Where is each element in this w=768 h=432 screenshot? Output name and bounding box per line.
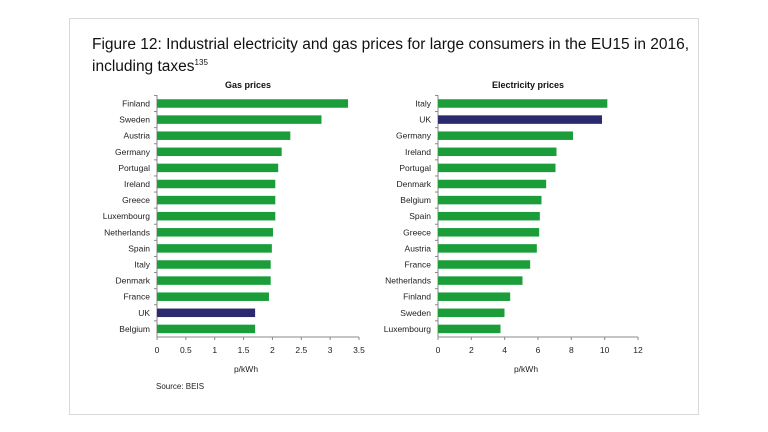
category-label: Italy: [415, 99, 431, 109]
category-label: Spain: [409, 211, 431, 221]
x-tick-label: 2: [469, 345, 474, 355]
category-label: Austria: [124, 131, 151, 141]
bar-france: [438, 260, 531, 269]
x-tick-label: 4: [502, 345, 507, 355]
bar-uk: [157, 308, 256, 318]
bar-portugal: [157, 163, 279, 173]
panel-title: Electricity prices: [492, 80, 564, 90]
x-tick-label: 3.5: [353, 345, 365, 355]
category-label: Netherlands: [104, 227, 150, 237]
bar-denmark: [438, 179, 547, 189]
bar-germany: [157, 147, 282, 157]
category-label: Portugal: [399, 163, 431, 173]
bar-netherlands: [438, 276, 523, 285]
category-label: Austria: [405, 243, 432, 253]
category-label: Netherlands: [385, 276, 431, 286]
category-label: France: [405, 260, 432, 270]
bar-france: [157, 292, 269, 301]
figure-frame: [69, 18, 699, 415]
panel-title: Gas prices: [225, 80, 271, 90]
x-axis-label: p/kWh: [234, 364, 258, 374]
bar-finland: [157, 99, 349, 108]
category-label: Spain: [128, 243, 150, 253]
bar-greece: [438, 228, 540, 237]
bar-ireland: [157, 179, 276, 189]
bar-austria: [157, 131, 291, 140]
category-label: Greece: [403, 227, 431, 237]
bar-spain: [438, 211, 540, 221]
bar-luxembourg: [438, 324, 501, 334]
x-tick-label: 1: [212, 345, 217, 355]
category-label: Luxembourg: [384, 324, 432, 334]
category-label: Denmark: [397, 179, 432, 189]
bar-austria: [438, 244, 537, 253]
x-tick-label: 2: [270, 345, 275, 355]
category-label: Denmark: [116, 276, 151, 286]
x-tick-label: 0: [155, 345, 160, 355]
bar-sweden: [157, 115, 322, 124]
category-label: Italy: [134, 260, 150, 270]
x-tick-label: 2.5: [295, 345, 307, 355]
bar-luxembourg: [157, 211, 276, 221]
bar-spain: [157, 244, 272, 253]
bar-belgium: [157, 324, 256, 334]
x-tick-label: 10: [600, 345, 610, 355]
x-tick-label: 8: [569, 345, 574, 355]
category-label: Sweden: [119, 115, 150, 125]
bar-greece: [157, 195, 276, 205]
category-label: UK: [138, 308, 150, 318]
source-note: Source: BEIS: [156, 382, 205, 391]
footnote-marker: 135: [194, 58, 208, 67]
bar-italy: [438, 99, 608, 108]
bar-sweden: [438, 308, 505, 318]
bar-finland: [438, 292, 511, 301]
bar-ireland: [438, 147, 557, 157]
x-tick-label: 1.5: [238, 345, 250, 355]
x-tick-label: 6: [536, 345, 541, 355]
bar-portugal: [438, 163, 556, 173]
category-label: Greece: [122, 195, 150, 205]
category-label: Finland: [403, 292, 431, 302]
figure-title-text: Figure 12: Industrial electricity and ga…: [92, 36, 690, 76]
category-label: Belgium: [119, 324, 150, 334]
bar-denmark: [157, 276, 271, 285]
category-label: Ireland: [405, 147, 431, 157]
category-label: Finland: [122, 99, 150, 109]
category-label: Germany: [115, 147, 151, 157]
x-axis-label: p/kWh: [514, 364, 538, 374]
bar-italy: [157, 260, 271, 269]
category-label: Portugal: [118, 163, 150, 173]
x-tick-label: 12: [633, 345, 643, 355]
category-label: UK: [419, 115, 431, 125]
category-label: Germany: [396, 131, 432, 141]
category-label: Sweden: [400, 308, 431, 318]
category-label: Belgium: [400, 195, 431, 205]
category-label: France: [124, 292, 151, 302]
x-tick-label: 0.5: [180, 345, 192, 355]
bar-netherlands: [157, 228, 274, 237]
x-tick-label: 3: [328, 345, 333, 355]
bar-belgium: [438, 195, 542, 205]
x-tick-label: 0: [436, 345, 441, 355]
bar-germany: [438, 131, 573, 140]
figure-title: Figure 12: Industrial electricity and ga…: [92, 36, 692, 76]
category-label: Luxembourg: [103, 211, 151, 221]
category-label: Ireland: [124, 179, 150, 189]
bar-uk: [438, 115, 602, 124]
